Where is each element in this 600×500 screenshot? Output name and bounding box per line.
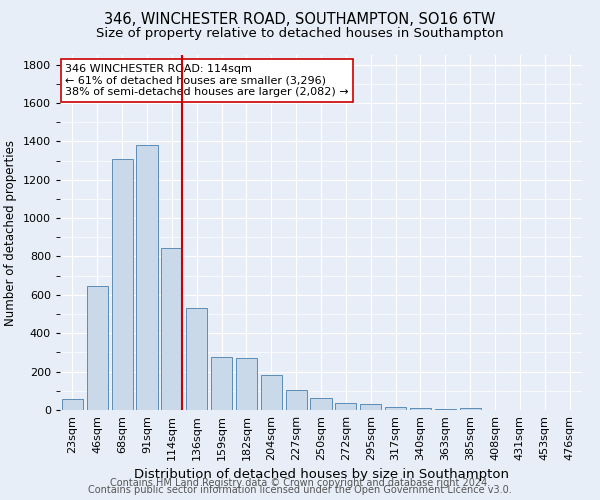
Text: 346, WINCHESTER ROAD, SOUTHAMPTON, SO16 6TW: 346, WINCHESTER ROAD, SOUTHAMPTON, SO16 … [104,12,496,28]
Bar [87,286,108,410]
Bar [335,404,356,410]
X-axis label: Distribution of detached houses by size in Southampton: Distribution of detached houses by size … [133,468,509,481]
Text: Size of property relative to detached houses in Southampton: Size of property relative to detached ho… [96,28,504,40]
Text: Contains HM Land Registry data © Crown copyright and database right 2024.: Contains HM Land Registry data © Crown c… [110,478,490,488]
Bar [286,390,307,410]
Bar [310,398,332,410]
Bar [460,408,481,410]
Bar [136,145,158,410]
Bar [186,308,207,410]
Bar [112,158,133,410]
Bar [236,358,257,410]
Bar [410,408,431,410]
Bar [62,400,83,410]
Y-axis label: Number of detached properties: Number of detached properties [4,140,17,326]
Bar [211,357,232,410]
Bar [360,404,381,410]
Bar [435,409,456,410]
Text: 346 WINCHESTER ROAD: 114sqm
← 61% of detached houses are smaller (3,296)
38% of : 346 WINCHESTER ROAD: 114sqm ← 61% of det… [65,64,349,97]
Bar [161,248,182,410]
Text: Contains public sector information licensed under the Open Government Licence v3: Contains public sector information licen… [88,485,512,495]
Bar [261,374,282,410]
Bar [385,406,406,410]
